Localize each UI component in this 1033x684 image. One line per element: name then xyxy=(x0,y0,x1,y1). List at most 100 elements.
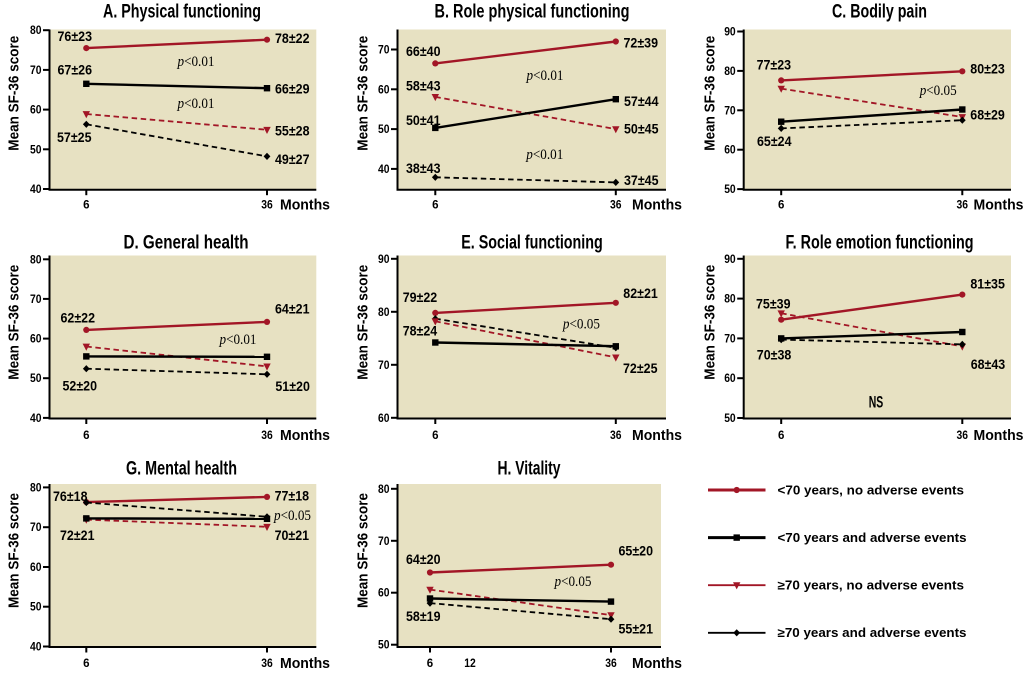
svg-text:p<0.01: p<0.01 xyxy=(525,147,563,163)
svg-text:60: 60 xyxy=(378,588,390,600)
svg-text:p<0.05: p<0.05 xyxy=(554,574,592,590)
svg-text:50: 50 xyxy=(378,640,390,652)
svg-text:77±18: 77±18 xyxy=(275,488,310,503)
svg-text:p<0.01: p<0.01 xyxy=(177,96,215,112)
svg-text:p<0.01: p<0.01 xyxy=(526,68,564,84)
svg-text:NS: NS xyxy=(869,393,884,411)
svg-text:6: 6 xyxy=(83,658,89,670)
svg-text:58±19: 58±19 xyxy=(406,609,441,624)
svg-text:66±29: 66±29 xyxy=(275,81,310,96)
svg-text:57±44: 57±44 xyxy=(624,94,659,109)
svg-text:6: 6 xyxy=(83,200,89,212)
svg-text:52±20: 52±20 xyxy=(63,379,98,394)
svg-text:E. Social functioning: E. Social functioning xyxy=(461,233,603,254)
svg-text:C. Bodily pain: C. Bodily pain xyxy=(832,2,927,23)
svg-text:40: 40 xyxy=(30,184,42,196)
svg-text:6: 6 xyxy=(427,658,433,670)
svg-text:55±28: 55±28 xyxy=(275,124,310,139)
svg-text:40: 40 xyxy=(378,164,390,176)
svg-text:6: 6 xyxy=(778,430,784,442)
svg-text:80: 80 xyxy=(378,484,390,496)
svg-text:A. Physical functioning: A. Physical functioning xyxy=(103,2,261,23)
svg-text:Mean SF-36 score: Mean SF-36 score xyxy=(355,36,372,151)
svg-text:64±21: 64±21 xyxy=(275,301,310,316)
svg-text:65±20: 65±20 xyxy=(619,543,654,558)
svg-text:65±24: 65±24 xyxy=(757,134,792,149)
svg-text:p<0.05: p<0.05 xyxy=(562,316,600,332)
svg-text:77±23: 77±23 xyxy=(757,57,792,72)
svg-text:57±25: 57±25 xyxy=(57,130,92,145)
svg-text:D. General health: D. General health xyxy=(124,233,249,254)
svg-text:60: 60 xyxy=(30,562,42,574)
svg-text:60: 60 xyxy=(724,145,736,157)
svg-text:67±26: 67±26 xyxy=(58,62,93,77)
svg-text:76±23: 76±23 xyxy=(58,29,93,44)
svg-text:G. Mental health: G. Mental health xyxy=(126,459,237,480)
svg-text:79±22: 79±22 xyxy=(403,290,438,305)
svg-text:78±22: 78±22 xyxy=(275,31,310,46)
svg-text:37±45: 37±45 xyxy=(624,173,659,188)
svg-text:p<0.05: p<0.05 xyxy=(273,508,311,524)
svg-text:58±43: 58±43 xyxy=(406,79,441,94)
svg-text:Months: Months xyxy=(974,198,1024,214)
svg-text:70: 70 xyxy=(378,45,390,57)
svg-text:75±39: 75±39 xyxy=(756,296,791,311)
svg-text:36: 36 xyxy=(610,200,622,212)
svg-text:50: 50 xyxy=(30,373,42,385)
svg-text:Months: Months xyxy=(280,656,330,672)
svg-text:70: 70 xyxy=(724,333,736,345)
svg-text:72±25: 72±25 xyxy=(623,361,658,376)
svg-text:36: 36 xyxy=(610,430,622,442)
svg-text:80: 80 xyxy=(30,254,42,266)
svg-text:80: 80 xyxy=(30,25,42,37)
svg-text:6: 6 xyxy=(432,200,438,212)
svg-text:Mean SF-36 score: Mean SF-36 score xyxy=(702,36,719,151)
svg-text:50±45: 50±45 xyxy=(624,121,659,136)
svg-text:66±40: 66±40 xyxy=(406,44,441,59)
svg-text:40: 40 xyxy=(30,642,42,654)
svg-text:Months: Months xyxy=(280,428,330,444)
svg-text:90: 90 xyxy=(724,27,736,39)
svg-text:80: 80 xyxy=(378,307,390,319)
svg-text:Months: Months xyxy=(632,198,682,214)
svg-text:72±21: 72±21 xyxy=(60,528,95,543)
svg-text:6: 6 xyxy=(432,430,438,442)
svg-text:78±24: 78±24 xyxy=(403,323,438,338)
svg-text:B. Role physical functioning: B. Role physical functioning xyxy=(435,2,630,23)
svg-text:≥70 years and adverse events: ≥70 years and adverse events xyxy=(778,626,967,640)
svg-text:Months: Months xyxy=(632,656,682,672)
svg-text:70: 70 xyxy=(378,360,390,372)
svg-text:36: 36 xyxy=(605,658,617,670)
svg-text:62±22: 62±22 xyxy=(61,310,96,325)
svg-text:55±21: 55±21 xyxy=(619,621,654,636)
svg-text:68±43: 68±43 xyxy=(971,357,1006,372)
svg-text:Months: Months xyxy=(974,428,1024,444)
svg-text:p<0.01: p<0.01 xyxy=(177,54,215,70)
svg-text:6: 6 xyxy=(83,430,89,442)
svg-text:36: 36 xyxy=(957,430,969,442)
svg-text:50: 50 xyxy=(724,413,736,425)
svg-text:Mean SF-36 score: Mean SF-36 score xyxy=(6,265,23,380)
svg-text:36: 36 xyxy=(261,200,273,212)
svg-text:49±27: 49±27 xyxy=(275,152,310,167)
svg-text:70±21: 70±21 xyxy=(275,528,310,543)
svg-text:H. Vitality: H. Vitality xyxy=(498,459,561,480)
svg-text:<70 years, no adverse events: <70 years, no adverse events xyxy=(778,483,965,497)
svg-text:<70 years and adverse events: <70 years and adverse events xyxy=(778,531,967,545)
svg-text:≥70 years, no adverse events: ≥70 years, no adverse events xyxy=(778,579,965,593)
svg-text:90: 90 xyxy=(378,254,390,266)
svg-text:Mean SF-36 score: Mean SF-36 score xyxy=(355,265,372,380)
svg-text:60: 60 xyxy=(724,373,736,385)
svg-text:36: 36 xyxy=(261,430,273,442)
svg-text:Mean SF-36 score: Mean SF-36 score xyxy=(702,265,719,380)
svg-text:80: 80 xyxy=(724,66,736,78)
svg-text:50: 50 xyxy=(378,124,390,136)
svg-text:70: 70 xyxy=(30,65,42,77)
svg-text:70: 70 xyxy=(378,536,390,548)
svg-text:38±43: 38±43 xyxy=(406,161,441,176)
svg-text:p<0.05: p<0.05 xyxy=(919,83,957,99)
svg-text:Months: Months xyxy=(280,198,330,214)
svg-text:p<0.01: p<0.01 xyxy=(219,332,257,348)
svg-text:72±39: 72±39 xyxy=(624,35,659,50)
svg-text:50: 50 xyxy=(30,602,42,614)
